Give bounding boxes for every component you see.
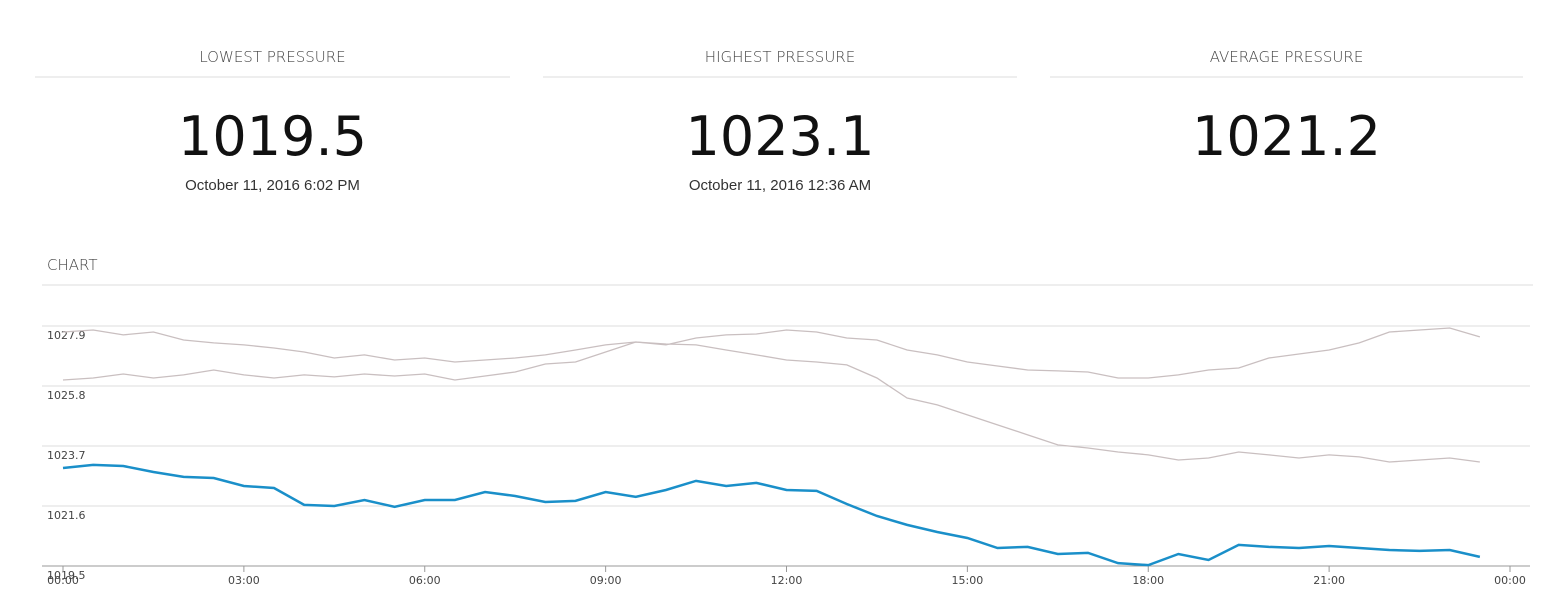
y-tick-label: 1023.7 bbox=[47, 449, 86, 462]
x-tick-label: 12:00 bbox=[771, 574, 803, 587]
y-tick-label: 1027.9 bbox=[47, 329, 86, 342]
stat-value: 1019.5 bbox=[178, 105, 367, 168]
series-line bbox=[62, 329, 1480, 463]
x-tick-label: 18:00 bbox=[1132, 574, 1164, 587]
x-tick-label: 06:00 bbox=[409, 574, 441, 587]
chart-heading: CHART bbox=[47, 256, 98, 274]
stat-title: HIGHEST PRESSURE bbox=[705, 48, 855, 66]
x-tick-label: 00:00 bbox=[47, 574, 79, 587]
x-tick-label: 21:00 bbox=[1313, 574, 1345, 587]
stat-value: 1023.1 bbox=[686, 105, 875, 168]
stat-title: LOWEST PRESSURE bbox=[199, 48, 345, 66]
y-tick-label: 1025.8 bbox=[47, 389, 86, 402]
series-line bbox=[62, 463, 1481, 567]
x-tick-label: 15:00 bbox=[952, 574, 984, 587]
stat-date: October 11, 2016 12:36 AM bbox=[689, 177, 871, 194]
y-tick-label: 1021.6 bbox=[47, 509, 86, 522]
x-tick-label: 00:00 bbox=[1494, 574, 1526, 587]
y-tick-label: 1019.5 bbox=[47, 569, 86, 582]
stat-value: 1021.2 bbox=[1192, 105, 1381, 168]
stat-title: AVERAGE PRESSURE bbox=[1210, 48, 1364, 66]
series-line bbox=[62, 327, 1481, 381]
x-tick-label: 03:00 bbox=[228, 574, 260, 587]
stat-date: October 11, 2016 6:02 PM bbox=[185, 177, 360, 194]
x-tick-label: 09:00 bbox=[590, 574, 622, 587]
